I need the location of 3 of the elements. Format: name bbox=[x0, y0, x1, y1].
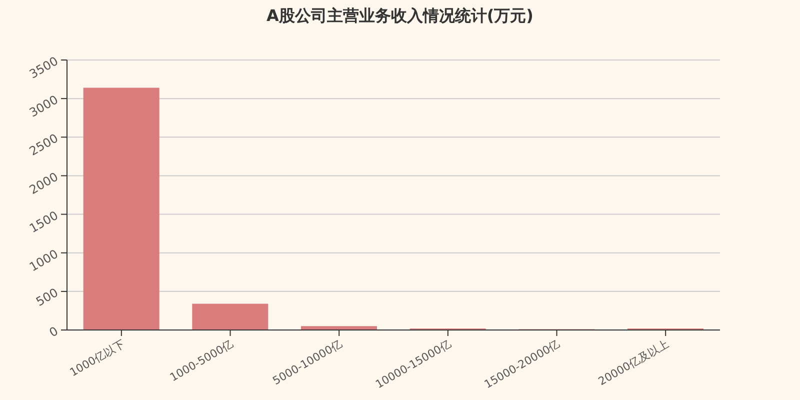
y-tick-label: 0 bbox=[46, 324, 60, 340]
chart-title: A股公司主营业务收入情况统计(万元) bbox=[265, 6, 534, 27]
y-tick-label: 500 bbox=[34, 285, 60, 309]
